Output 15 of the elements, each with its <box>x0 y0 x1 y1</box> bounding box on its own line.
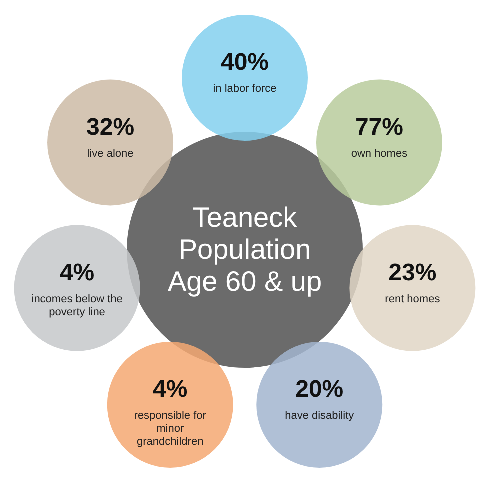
data-label: 77% <box>355 114 404 141</box>
category-label: responsible for minor grandchildren <box>134 410 207 448</box>
category-label: live alone <box>87 148 134 160</box>
category-label: own homes <box>351 148 408 160</box>
data-label: 32% <box>86 114 135 141</box>
category-label: in labor force <box>213 83 277 95</box>
data-label: 4% <box>60 259 95 286</box>
category-label: have disability <box>285 410 355 422</box>
data-label: 40% <box>220 49 270 76</box>
category-label: incomes below the poverty line <box>32 293 123 318</box>
data-label: 23% <box>388 259 437 286</box>
data-label: 20% <box>296 376 344 403</box>
data-label: 4% <box>153 376 188 403</box>
category-label: rent homes <box>385 293 441 306</box>
text: Teaneck Population Age 60 & up <box>168 202 322 297</box>
